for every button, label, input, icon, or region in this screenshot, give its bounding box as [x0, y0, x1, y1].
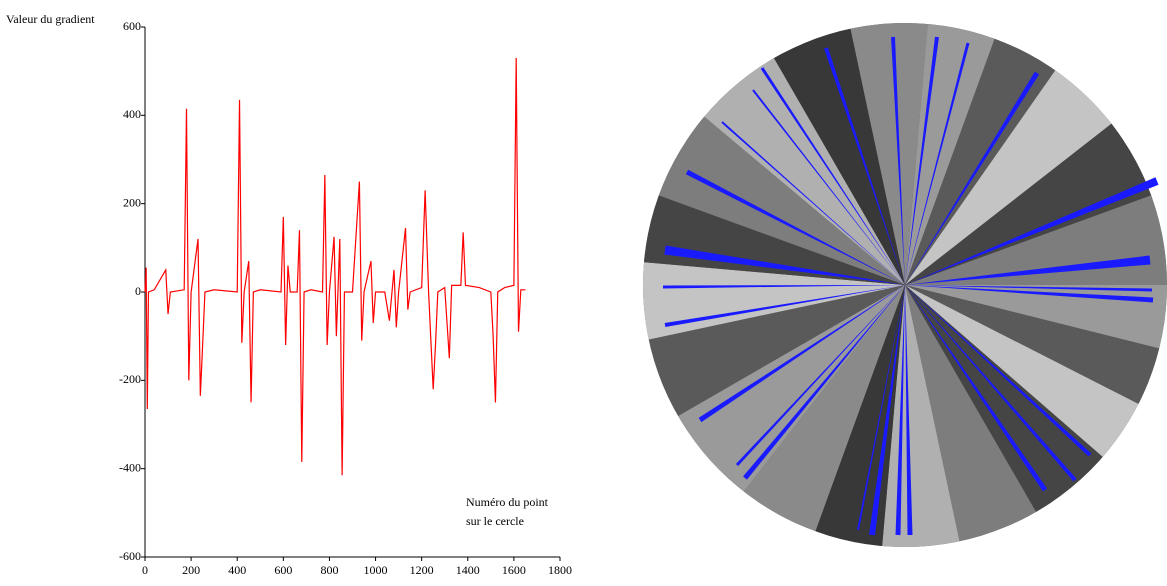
blue-ray [824, 47, 905, 285]
blue-ray [743, 285, 905, 480]
blue-ray [698, 285, 905, 423]
x-tick-label: 1200 [410, 563, 434, 577]
blue-ray [905, 177, 1159, 285]
sector [643, 258, 905, 348]
x-tick-label: 200 [182, 563, 200, 577]
sector [905, 285, 1167, 358]
gradient-line [144, 57, 526, 476]
y-tick-label: -600 [119, 549, 141, 563]
blue-ray [662, 285, 905, 289]
sectors [643, 23, 1167, 547]
sector [643, 92, 905, 285]
sector [905, 285, 1167, 482]
blue-ray [857, 285, 905, 531]
sector [905, 100, 1167, 285]
y-tick-label: 0 [135, 284, 141, 298]
blue-ray [891, 36, 905, 286]
blue-ray [905, 285, 1048, 492]
sector [905, 39, 1142, 285]
blue-ray [869, 285, 905, 536]
blue-ray [905, 36, 939, 286]
blue-ray [760, 67, 905, 285]
blue-ray [735, 285, 905, 467]
sector [643, 285, 905, 435]
sector [643, 182, 905, 285]
y-tick-label: -200 [119, 372, 141, 386]
blue-ray [905, 255, 1151, 285]
blue-ray [905, 285, 1077, 482]
blue-ray [721, 121, 905, 285]
blue-ray [895, 285, 905, 536]
blue-ray [905, 71, 1040, 285]
sector [755, 23, 905, 285]
blue-ray [905, 285, 913, 536]
blue-ray [685, 169, 905, 285]
blue-ray [905, 42, 970, 285]
y-tick-label: 600 [123, 19, 141, 33]
sector [720, 285, 905, 547]
y-tick-label: 400 [123, 107, 141, 121]
x-tick-label: 1000 [364, 563, 388, 577]
x-tick-label: 1600 [502, 563, 526, 577]
x-axis-label: sur le cercle [466, 514, 524, 528]
y-tick-label: -400 [119, 460, 141, 474]
x-tick-label: 1800 [548, 563, 572, 577]
x-tick-label: 400 [228, 563, 246, 577]
blue-ray [905, 285, 1092, 457]
x-tick-label: 800 [320, 563, 338, 577]
x-tick-label: 0 [142, 563, 148, 577]
x-tick-label: 1400 [456, 563, 480, 577]
blue-ray [905, 285, 1153, 292]
y-tick-label: 200 [123, 195, 141, 209]
sector [905, 285, 1055, 547]
sector [842, 23, 932, 285]
x-axis-label: Numéro du point [466, 495, 549, 509]
sector [878, 285, 968, 547]
sector [675, 25, 905, 285]
blue-ray [905, 285, 1154, 303]
x-tick-label: 600 [274, 563, 292, 577]
blue-ray [752, 89, 905, 285]
blue-rays [662, 36, 1159, 536]
sector [905, 285, 1167, 422]
sector [802, 285, 905, 547]
sector [905, 23, 1008, 285]
y-axis-label: Valeur du gradient [6, 12, 95, 26]
blue-ray [664, 285, 905, 327]
blue-ray [664, 245, 905, 285]
circle-image [643, 23, 1167, 547]
